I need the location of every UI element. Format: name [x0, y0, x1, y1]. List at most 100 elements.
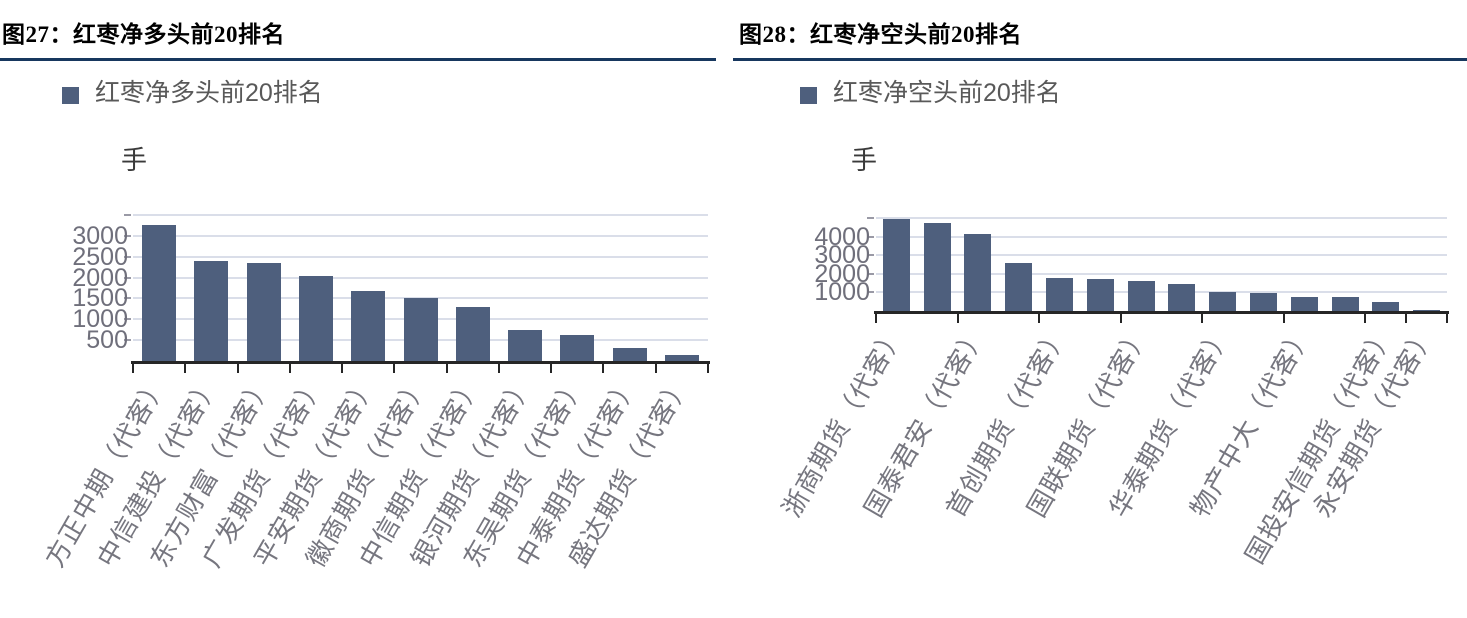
gridline: [876, 217, 1447, 219]
bar: [1209, 292, 1236, 311]
y-axis-tick: [867, 254, 874, 257]
x-category-label: 东吴期货（代客）: [457, 370, 592, 573]
legend-swatch-net-short: [800, 87, 817, 104]
legend-label-net-short: 红枣净空头前20排名: [833, 79, 1061, 107]
bar: [924, 223, 951, 311]
x-axis-tick: [1120, 314, 1122, 323]
x-category-label: 中信建投（代客）: [91, 370, 226, 573]
legend-swatch-net-long: [62, 87, 79, 104]
x-axis-tick: [957, 314, 959, 323]
bar: [1168, 284, 1195, 311]
y-axis-tick: [124, 297, 131, 300]
bar: [1291, 297, 1318, 311]
gridline: [876, 291, 1447, 294]
title-separator-left: [0, 58, 716, 61]
x-category-label: 中泰期货（代客）: [510, 370, 645, 573]
x-axis-tick: [446, 364, 448, 373]
y-axis-tick: [124, 318, 131, 321]
bar: [1087, 279, 1114, 311]
x-category-label: 华泰期货（代客）: [1103, 320, 1238, 523]
x-axis-tick: [498, 364, 500, 373]
bar: [247, 263, 281, 361]
x-category-label: 浙商期货（代客）: [776, 320, 911, 523]
y-axis-tick: [867, 272, 874, 275]
x-category-label: 东方财富（代客）: [144, 370, 279, 573]
gridline: [133, 255, 708, 258]
x-axis-tick: [289, 364, 291, 373]
x-axis-tick: [1364, 314, 1366, 323]
y-tick-label: 3000: [72, 222, 128, 250]
x-category-label: 国泰君安（代客）: [858, 320, 993, 523]
y-tick-label: 2000: [72, 264, 128, 292]
x-axis-line: [874, 311, 1449, 314]
x-axis-tick: [341, 364, 343, 373]
x-category-label: 永安期货（代客）: [1307, 320, 1442, 523]
x-axis-line: [131, 361, 710, 364]
y-tick-label: 3000: [814, 241, 870, 269]
bar: [964, 234, 991, 311]
x-axis-tick: [602, 364, 604, 373]
gridline: [133, 276, 708, 279]
bar: [1250, 293, 1277, 311]
bar: [665, 355, 699, 361]
gridline: [133, 234, 708, 237]
bar: [883, 219, 910, 311]
x-axis-tick: [132, 364, 134, 373]
bar: [1046, 278, 1073, 311]
x-category-label: 国投安信期货（代客）: [1239, 320, 1401, 569]
gridline: [133, 297, 708, 300]
gridline: [133, 318, 708, 321]
gridline: [133, 214, 708, 216]
x-category-label: 银河期货（代客）: [405, 370, 540, 573]
y-axis-tick: [124, 234, 131, 237]
x-category-label: 国联期货（代客）: [1021, 320, 1156, 523]
bar: [299, 276, 333, 361]
y-axis-tick: [124, 276, 131, 279]
y-axis-unit-right: 手: [851, 145, 878, 175]
gridline: [133, 339, 708, 342]
x-category-label: 首创期货（代客）: [940, 320, 1075, 523]
y-axis-tick: [124, 255, 131, 258]
x-axis-tick: [1038, 314, 1040, 323]
y-tick-label: 2000: [814, 260, 870, 288]
bar: [560, 335, 594, 361]
y-axis-unit-left: 手: [121, 145, 148, 175]
y-tick-label: 500: [86, 326, 128, 354]
bar: [508, 330, 542, 361]
gridline: [876, 272, 1447, 275]
x-axis-tick: [237, 364, 239, 373]
x-category-label: 广发期货（代客）: [196, 370, 331, 573]
y-tick-label: 2500: [72, 243, 128, 271]
x-axis-tick: [1283, 314, 1285, 323]
x-category-label: 平安期货（代客）: [248, 370, 383, 573]
x-axis-tick: [1201, 314, 1203, 323]
y-axis-tick: [867, 291, 874, 294]
x-axis-tick: [707, 364, 709, 373]
y-tick-label: 1000: [814, 278, 870, 306]
bar: [404, 298, 438, 361]
y-axis-tick: [124, 339, 131, 342]
figure-27-title: 图27：红枣净多头前20排名: [2, 22, 285, 47]
bar: [1128, 281, 1155, 311]
legend-label-net-long: 红枣净多头前20排名: [95, 79, 323, 107]
bar: [194, 261, 228, 361]
bar: [613, 348, 647, 361]
x-category-label: 中信期货（代客）: [353, 370, 488, 573]
gridline: [876, 235, 1447, 238]
x-axis-tick: [184, 364, 186, 373]
x-axis-tick: [1446, 314, 1448, 323]
y-tick-label: 1500: [72, 284, 128, 312]
x-category-label: 徽商期货（代客）: [300, 370, 435, 573]
bar: [1005, 263, 1032, 311]
title-separator-right: [733, 58, 1467, 61]
x-category-label: 盛达期货（代客）: [562, 370, 697, 573]
y-axis-tick: [867, 235, 874, 238]
bar: [142, 225, 176, 361]
bar: [1372, 302, 1399, 311]
x-axis-tick: [655, 364, 657, 373]
y-axis-tick: [124, 214, 131, 216]
y-axis-tick: [867, 217, 874, 219]
x-axis-tick: [550, 364, 552, 373]
x-category-label: 物产中大（代客）: [1184, 320, 1319, 523]
